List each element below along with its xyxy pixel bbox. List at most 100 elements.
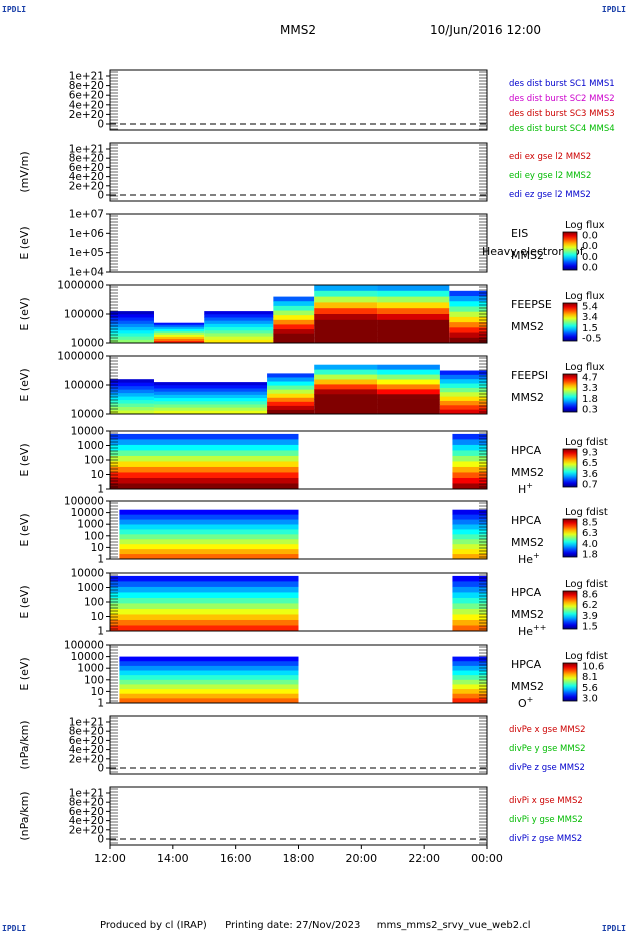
spectrogram-cell	[439, 370, 487, 376]
spectrogram-cell	[314, 331, 378, 338]
colorbar-tick-label: 3.3	[582, 383, 598, 394]
spectrogram-cell	[153, 388, 268, 393]
spectrogram-cell	[452, 450, 487, 457]
spectrogram-cell	[267, 405, 315, 411]
x-tick-label: 20:00	[345, 852, 377, 865]
spectrogram-cell	[110, 382, 154, 387]
colorbar-tick-label: 10.6	[582, 662, 604, 673]
spectrogram-cell	[273, 301, 315, 307]
spectrogram-cell	[267, 409, 315, 415]
y-tick-label: 100	[84, 674, 104, 686]
spectrogram-cell	[153, 394, 268, 399]
spacecraft-label: MMS2	[511, 391, 544, 404]
spectrogram-cell	[449, 327, 487, 334]
spectrogram-cell	[377, 314, 450, 321]
y-tick-label: 1e+04	[69, 267, 105, 279]
species-charge: +	[533, 551, 540, 560]
spectrogram-cell	[452, 689, 487, 695]
spectrogram-cell	[119, 529, 299, 535]
spacecraft-label: MMS2	[511, 536, 544, 549]
y-tick-label: 10	[91, 469, 104, 481]
spectrogram-cell	[314, 379, 378, 385]
spectrogram-cell	[204, 333, 274, 338]
spectrogram-cell	[314, 290, 378, 298]
spectrogram-cell	[452, 665, 487, 672]
panel-p4: 1000000 100000 10000 E (eV) FEEPSE MMS2 Log fl…	[18, 280, 605, 350]
spectrogram-cell	[452, 675, 487, 681]
spectrogram-cell	[452, 472, 487, 479]
legend-entry: des dist burst SC4 MMS4	[509, 124, 615, 134]
spectrogram-cell	[110, 592, 299, 599]
spectrogram-cell	[452, 597, 487, 604]
colorbar-title: Log fdist	[565, 507, 608, 518]
y-tick-label: 1000	[77, 519, 104, 531]
spectrogram-cell	[377, 369, 440, 376]
colorbar	[562, 373, 578, 413]
spectrogram-cell	[377, 384, 440, 390]
y-tick-label: 1e+05	[69, 247, 104, 259]
colorbar-tick-label: 6.3	[582, 528, 598, 539]
spectrogram-cell	[110, 336, 154, 341]
spectrogram-cell	[273, 338, 315, 344]
spectrogram-cell	[267, 377, 315, 383]
spectrogram-cell	[439, 409, 487, 415]
y-axis-label: E (eV)	[18, 513, 31, 546]
footer-produced-by: Produced by cl (IRAP)	[100, 920, 207, 931]
species-label: O+	[518, 695, 533, 710]
spectrogram-cell	[204, 327, 274, 331]
spectrogram-cell	[452, 455, 487, 462]
y-tick-label: 2e+20	[69, 180, 104, 192]
spectrogram-cell	[110, 314, 154, 318]
y-tick-label: 0	[97, 119, 104, 131]
x-tick-label: 22:00	[408, 852, 440, 865]
y-tick-label: 100000	[64, 309, 104, 321]
y-tick-label: 6e+20	[69, 735, 104, 747]
spectrogram-cell	[119, 670, 299, 676]
y-tick-label: 1e+21	[69, 717, 104, 729]
colorbar-tick-label: 1.5	[582, 622, 598, 633]
y-tick-label: 10000	[71, 409, 104, 421]
spectrogram-cell	[377, 409, 440, 415]
spectrogram-cell	[314, 308, 378, 315]
legend-entry: des dist burst SC2 MMS2	[509, 94, 615, 104]
panel-frame	[109, 715, 488, 775]
spectrogram-cell	[452, 549, 487, 555]
colorbar-tick-label: 8.1	[582, 672, 598, 683]
y-axis-label: (nPa/km)	[18, 720, 31, 769]
y-tick-label: 100	[84, 530, 104, 542]
spectrogram-cell	[110, 407, 154, 412]
y-tick-label: 1	[97, 698, 104, 710]
spectrogram-cell	[110, 597, 299, 604]
y-tick-label: 10000	[71, 507, 104, 519]
spectrogram-cell	[377, 394, 440, 400]
spectrogram-cell	[449, 332, 487, 339]
y-tick-label: 10000	[71, 651, 104, 663]
spectrogram-cell	[439, 400, 487, 406]
spectrogram-cell	[314, 325, 378, 332]
legend-entry: des dist burst SC1 MMS1	[509, 79, 615, 89]
spectrogram-cell	[110, 323, 154, 328]
spectrogram-cell	[314, 374, 378, 380]
colorbar	[562, 662, 578, 702]
colorbar-title: Log fdist	[565, 579, 608, 590]
spectrogram-cell	[110, 619, 299, 626]
spectrogram-cell	[153, 404, 268, 409]
y-tick-label: 1000	[77, 663, 104, 675]
colorbar-title: Log flux	[565, 291, 605, 302]
legend-entry: divPi z gse MMS2	[509, 834, 582, 844]
spectrogram-cell	[204, 336, 274, 341]
spacecraft-label: MMS2	[511, 249, 544, 262]
spectrogram-cell	[273, 319, 315, 325]
colorbar-tick-label: 4.0	[582, 539, 598, 550]
spectrogram-cell	[314, 409, 378, 415]
spectrogram-cell	[110, 608, 299, 615]
y-tick-label: 2e+20	[69, 109, 104, 121]
spectrogram-cell	[314, 319, 378, 327]
spectrogram-cell	[452, 534, 487, 540]
species-charge: +	[527, 695, 534, 704]
species-label: He++	[518, 623, 546, 638]
spectrogram-cell	[314, 399, 378, 405]
spectrogram-cell	[119, 675, 299, 681]
spectrogram-cell	[452, 679, 487, 685]
